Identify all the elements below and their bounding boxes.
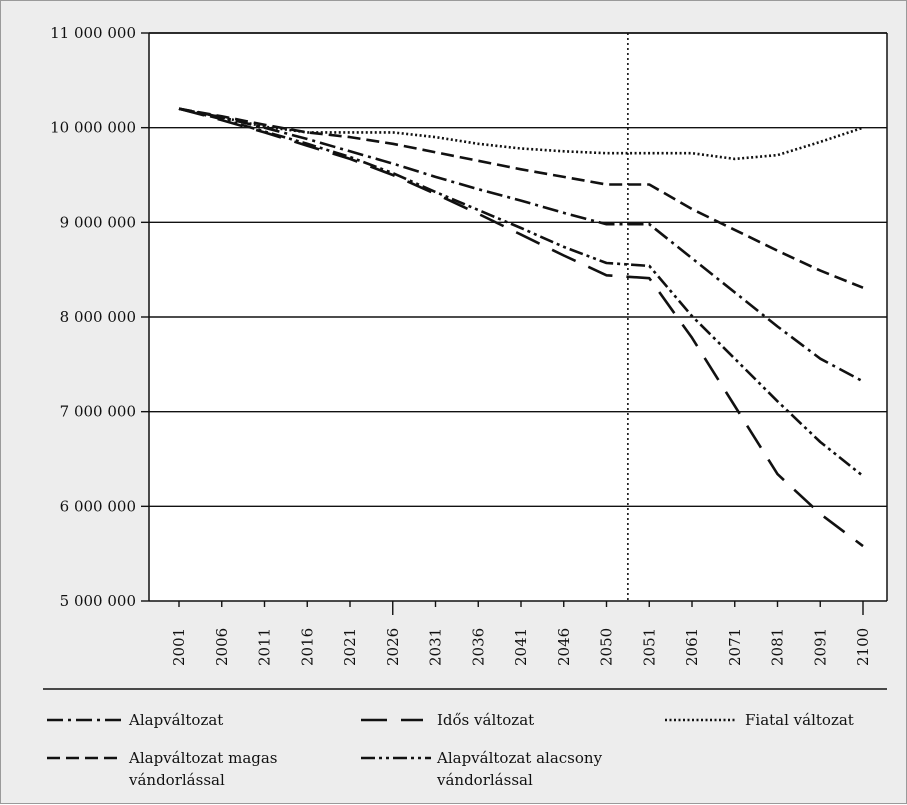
series-line-5 bbox=[178, 107, 864, 478]
legend-label-2: Idős változat bbox=[437, 711, 534, 729]
y-tick-label: 5 000 000 bbox=[60, 592, 136, 610]
y-axis-ticks: 5 000 000 6 000 000 7 000 000 8 000 000 9 00… bbox=[50, 24, 149, 610]
x-tick-label: 2051 bbox=[640, 628, 658, 666]
series-lines bbox=[178, 107, 864, 548]
y-tick-label: 11 000 000 bbox=[50, 24, 136, 42]
y-tick-label: 8 000 000 bbox=[60, 308, 136, 326]
x-tick-label: 2026 bbox=[384, 628, 402, 666]
legend-label-5: vándorlással bbox=[436, 771, 533, 789]
y-tick-label: 9 000 000 bbox=[60, 213, 136, 231]
series-line-2 bbox=[178, 107, 864, 548]
x-axis-ticks: 2001 2006 2011 2016 2021 2026 2031 2036 2041 2046… bbox=[170, 601, 872, 666]
legend-label-4: Alapváltozat magas bbox=[128, 749, 278, 767]
x-tick-label: 2050 bbox=[598, 628, 616, 666]
x-tick-label: 2021 bbox=[341, 628, 359, 666]
x-tick-label: 2006 bbox=[213, 628, 231, 666]
x-tick-label: 2011 bbox=[256, 628, 274, 666]
x-tick-label: 2031 bbox=[427, 628, 445, 666]
legend-label-1: Alapváltozat bbox=[128, 711, 223, 729]
series-line-4 bbox=[178, 107, 864, 289]
y-tick-label: 6 000 000 bbox=[60, 497, 136, 515]
legend-label-4: vándorlással bbox=[128, 771, 225, 789]
legend-label-5: Alapváltozat alacsony bbox=[436, 749, 603, 767]
x-tick-label: 2081 bbox=[769, 628, 787, 666]
legend: Alapváltozat Idős változat Fiatal változat… bbox=[47, 711, 854, 789]
x-tick-label: 2036 bbox=[469, 628, 487, 666]
x-tick-label: 2041 bbox=[512, 628, 530, 666]
x-tick-label: 2061 bbox=[683, 628, 701, 666]
x-tick-label: 2100 bbox=[854, 628, 872, 666]
series-line-1 bbox=[178, 107, 864, 383]
y-tick-label: 7 000 000 bbox=[60, 403, 136, 421]
x-tick-label: 2071 bbox=[726, 628, 744, 666]
x-tick-label: 2001 bbox=[170, 628, 188, 666]
legend-label-3: Fiatal változat bbox=[745, 711, 854, 729]
x-tick-label: 2046 bbox=[555, 628, 573, 666]
x-tick-label: 2091 bbox=[811, 628, 829, 666]
y-tick-label: 10 000 000 bbox=[50, 119, 136, 137]
x-tick-label: 2016 bbox=[298, 628, 316, 666]
